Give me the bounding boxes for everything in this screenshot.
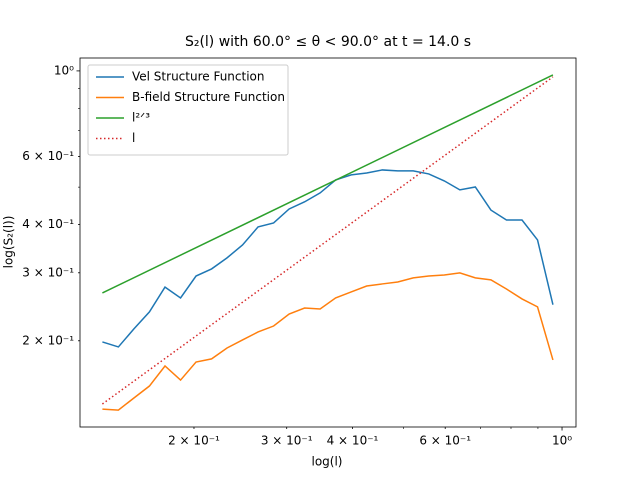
data-line xyxy=(102,74,554,294)
legend-box xyxy=(87,64,289,156)
x-tick-label: 10⁰ xyxy=(552,434,572,448)
y-tick-label: 4 × 10⁻¹ xyxy=(22,217,74,231)
x-tick-label: 2 × 10⁻¹ xyxy=(168,434,220,448)
y-tick-label: 3 × 10⁻¹ xyxy=(22,265,74,279)
y-tick-label: 10⁰ xyxy=(54,63,74,77)
x-tick-label: 3 × 10⁻¹ xyxy=(261,434,313,448)
x-tick-label: 4 × 10⁻¹ xyxy=(327,434,379,448)
legend-label: B-field Structure Function xyxy=(132,90,285,104)
y-tick-label: 6 × 10⁻¹ xyxy=(22,149,74,163)
data-line xyxy=(101,76,554,405)
chart-title: S₂(l) with 60.0° ≤ θ < 90.0° at t = 14.0… xyxy=(185,34,471,50)
legend-label: l²ᐟ³ xyxy=(132,111,150,125)
y-tick-label: 2 × 10⁻¹ xyxy=(22,333,74,347)
legend-label: Vel Structure Function xyxy=(132,70,265,84)
x-axis-label: log(l) xyxy=(312,455,343,469)
data-line xyxy=(102,272,554,411)
legend-label: l xyxy=(132,131,135,145)
y-axis-label: log(S₂(l)) xyxy=(2,216,16,269)
plot-frame xyxy=(79,57,577,428)
data-line xyxy=(102,169,554,348)
x-tick-label: 6 × 10⁻¹ xyxy=(419,434,471,448)
